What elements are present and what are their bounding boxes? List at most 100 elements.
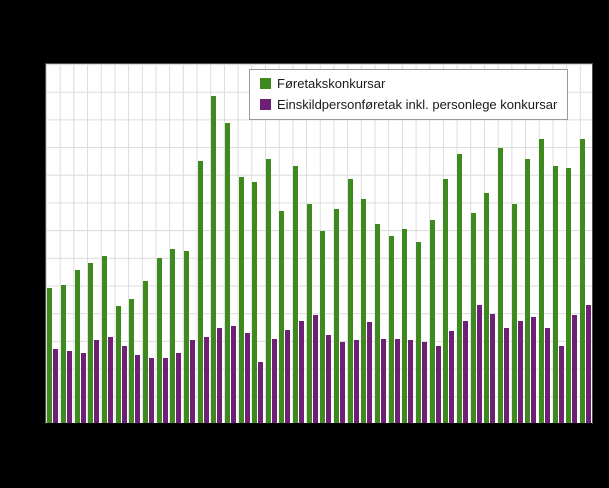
bar-einskildpersonforetak [176, 353, 182, 423]
bar-group [60, 64, 74, 423]
bar-einskildpersonforetak [217, 327, 223, 423]
bar-group [565, 64, 579, 423]
bar-group [73, 64, 87, 423]
bar-foretakskonkursar [579, 139, 585, 423]
bar-foretakskonkursar [566, 168, 572, 423]
bar-foretakskonkursar [115, 306, 121, 423]
bar-einskildpersonforetak [189, 340, 195, 423]
bar-einskildpersonforetak [340, 342, 346, 423]
bar-einskildpersonforetak [408, 340, 414, 423]
bar-group [442, 64, 456, 423]
bar-foretakskonkursar [361, 198, 367, 423]
bar-einskildpersonforetak [66, 351, 72, 423]
bar-group [292, 64, 306, 423]
bar-einskildpersonforetak [80, 353, 86, 423]
bar-group [278, 64, 292, 423]
bar-group [428, 64, 442, 423]
bar-einskildpersonforetak [312, 315, 318, 423]
bar-einskildpersonforetak [367, 322, 373, 423]
bar-group [46, 64, 60, 423]
bar-group [510, 64, 524, 423]
bar-group [265, 64, 279, 423]
bar-group [128, 64, 142, 423]
bar-einskildpersonforetak [326, 335, 332, 423]
bar-einskildpersonforetak [299, 320, 305, 423]
bar-foretakskonkursar [552, 166, 558, 423]
bar-foretakskonkursar [211, 96, 217, 423]
bar-einskildpersonforetak [381, 338, 387, 423]
bar-einskildpersonforetak [544, 327, 550, 423]
bar-einskildpersonforetak [285, 329, 291, 423]
bar-group [415, 64, 429, 423]
bar-foretakskonkursar [457, 153, 463, 423]
bar-foretakskonkursar [197, 160, 203, 423]
bar-foretakskonkursar [279, 211, 285, 423]
bar-foretakskonkursar [484, 193, 490, 423]
bar-einskildpersonforetak [244, 333, 250, 423]
bar-group [387, 64, 401, 423]
bar-foretakskonkursar [347, 178, 353, 423]
bar-foretakskonkursar [306, 204, 312, 423]
bar-einskildpersonforetak [107, 336, 113, 423]
bar-einskildpersonforetak [203, 336, 209, 423]
bar-einskildpersonforetak [121, 345, 127, 423]
bar-einskildpersonforetak [394, 338, 400, 423]
bar-foretakskonkursar [334, 209, 340, 423]
bar-einskildpersonforetak [572, 315, 578, 423]
bar-foretakskonkursar [101, 256, 107, 423]
bar-group [538, 64, 552, 423]
bar-foretakskonkursar [60, 284, 66, 423]
bar-group [183, 64, 197, 423]
plot-area [45, 63, 593, 425]
bar-foretakskonkursar [47, 288, 53, 423]
bar-group [114, 64, 128, 423]
bar-foretakskonkursar [320, 230, 326, 423]
bar-foretakskonkursar [443, 178, 449, 423]
bar-group [497, 64, 511, 423]
bar-foretakskonkursar [429, 220, 435, 423]
bar-einskildpersonforetak [463, 320, 469, 423]
bar-group [224, 64, 238, 423]
legend-item-einskildpersonforetak: Einskildpersonføretak inkl. personlege k… [260, 97, 557, 112]
bar-foretakskonkursar [129, 299, 135, 423]
purple-square-icon [260, 99, 271, 110]
bar-group [142, 64, 156, 423]
bar-foretakskonkursar [252, 182, 258, 423]
bar-foretakskonkursar [497, 148, 503, 423]
bar-foretakskonkursar [170, 248, 176, 423]
bar-einskildpersonforetak [148, 358, 154, 423]
bar-einskildpersonforetak [271, 338, 277, 423]
bar-einskildpersonforetak [449, 331, 455, 423]
bar-group [101, 64, 115, 423]
bar-group [305, 64, 319, 423]
bar-einskildpersonforetak [531, 317, 537, 423]
chart-legend: Føretakskonkursar Einskildpersonføretak … [249, 69, 569, 120]
bar-group [374, 64, 388, 423]
bar-foretakskonkursar [238, 177, 244, 423]
bar-foretakskonkursar [293, 166, 299, 423]
bar-group [319, 64, 333, 423]
bar-einskildpersonforetak [503, 327, 509, 423]
bar-group [333, 64, 347, 423]
bar-group [196, 64, 210, 423]
bar-einskildpersonforetak [558, 345, 564, 423]
bar-einskildpersonforetak [135, 354, 141, 423]
bar-foretakskonkursar [525, 159, 531, 423]
bar-foretakskonkursar [538, 139, 544, 423]
bar-einskildpersonforetak [94, 340, 100, 423]
legend-label-foretakskonkursar: Føretakskonkursar [277, 76, 386, 91]
bar-einskildpersonforetak [476, 304, 482, 423]
bar-group [155, 64, 169, 423]
bar-foretakskonkursar [470, 213, 476, 423]
bar-foretakskonkursar [74, 270, 80, 423]
bar-group [469, 64, 483, 423]
bar-group [210, 64, 224, 423]
bar-foretakskonkursar [511, 204, 517, 423]
bar-group [87, 64, 101, 423]
bar-foretakskonkursar [156, 257, 162, 423]
bar-einskildpersonforetak [585, 304, 591, 423]
bar-group [346, 64, 360, 423]
bar-foretakskonkursar [265, 159, 271, 423]
bar-foretakskonkursar [183, 250, 189, 423]
bar-foretakskonkursar [142, 281, 148, 423]
